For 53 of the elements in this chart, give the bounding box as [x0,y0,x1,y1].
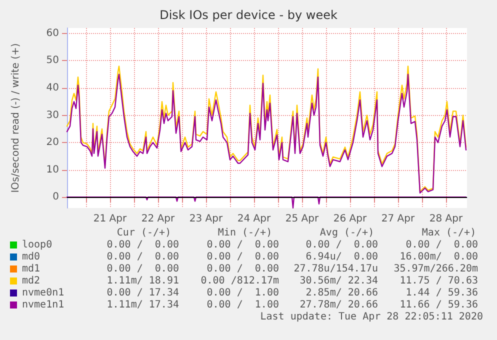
text: 0.00 / 17.34 [106,288,179,298]
text: 0.00 / 1.00 [206,300,279,310]
text: 11.75 / 70.63 [400,276,478,286]
text: Min (-/+) [218,228,272,238]
text: 0.00 / 0.00 [406,240,478,250]
legend-label: nvme0n1 [22,288,64,298]
legend-label: md0 [22,252,40,262]
text: 35.97m/266.20m [394,264,478,274]
y-tick-label: 20 [46,137,59,148]
line-series [66,196,467,209]
text: 0.00 / 0.00 [106,252,179,262]
text: 0.00 / 0.00 [106,240,179,250]
legend-label: md2 [22,276,40,286]
text: 0.00 / 0.00 [206,240,279,250]
text: 0.00 / 1.00 [206,288,279,298]
x-tick-label: 24 Apr [237,214,272,224]
x-tick-label: 23 Apr [189,214,224,224]
text: 11.66 / 59.36 [400,300,478,310]
x-tick-label: 26 Apr [333,214,368,224]
y-tick-label: 30 [46,110,59,121]
y-tick-label: 40 [46,82,59,94]
legend-label: nvme1n1 [22,300,64,310]
x-tick-label: 22 Apr [141,214,176,224]
text: 27.78u/154.17u [294,264,378,274]
text: Last update: Tue Apr 28 22:05:11 2020 [260,312,483,322]
text: 1.11m/ 18.91 [106,276,179,286]
text: 0.00 / 0.00 [306,240,378,250]
text: 6.94u/ 0.00 [306,252,378,262]
y-tick-label: 50 [46,55,59,66]
x-tick-label: 25 Apr [285,214,320,224]
x-tick-label: 21 Apr [93,214,128,224]
text: 16.00m/ 0.00 [400,252,478,262]
text: 30.56m/ 22.34 [300,276,378,286]
y-tick-label: 10 [46,164,59,176]
text: 1.44 / 59.36 [406,288,478,298]
x-tick-label: 27 Apr [381,214,416,224]
text: Cur (-/+) [116,228,172,238]
text: 0.00 / 0.00 [106,264,179,274]
legend-label: loop0 [22,240,52,250]
y-tick-label: 60 [46,28,59,39]
text: 27.78m/ 20.66 [300,300,378,310]
text: 0.00 /812.17m [200,276,279,286]
text: 0.00 / 0.00 [206,264,279,274]
y-tick-label: 0 [52,192,59,203]
y-axis-title: IOs/second read (-) / write (+) [10,43,22,193]
text: Max (-/+) [422,228,476,238]
text: 2.85m/ 20.66 [306,288,378,298]
x-tick-label: 28 Apr [429,214,464,224]
chart-title: Disk IOs per device - by week [160,8,338,22]
text: 1.11m/ 17.34 [106,300,179,310]
legend-label: md1 [22,264,40,274]
text: 0.00 / 0.00 [206,252,279,262]
text: Avg (-/+) [320,228,374,238]
